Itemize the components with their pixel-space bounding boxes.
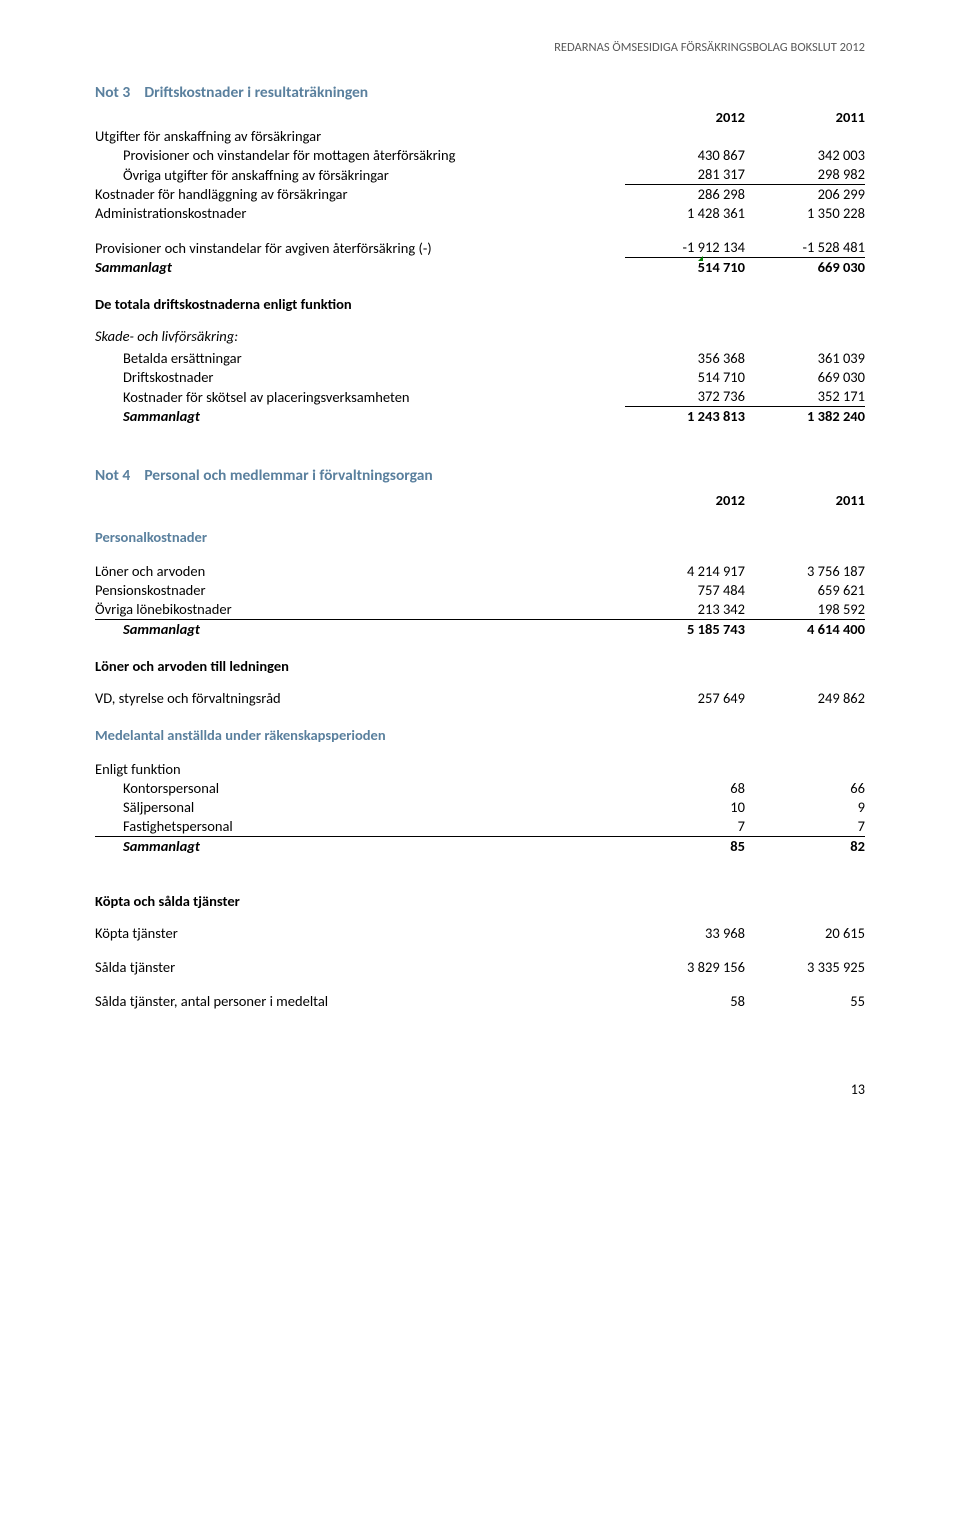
table-row-value: 10 xyxy=(625,798,745,817)
note3-table: 2012 2011 Utgifter för anskaffning av fö… xyxy=(95,108,865,277)
table-row-value: 249 862 xyxy=(745,689,865,708)
note4-year-table: 2012 2011 xyxy=(95,491,865,510)
note3-title: Driftskostnader i resultaträkningen xyxy=(144,83,368,102)
table-row-value: 4 614 400 xyxy=(745,620,865,640)
table-row-label: Säljpersonal xyxy=(95,798,625,817)
table-row-label: Driftskostnader xyxy=(95,368,625,387)
table-row-value: 342 003 xyxy=(745,146,865,165)
note4-sub-kopta: Köpta och sålda tjänster xyxy=(95,892,865,910)
table-row-value: 430 867 xyxy=(625,146,745,165)
table-row-value: 68 xyxy=(625,779,745,798)
note4-pk-table: Löner och arvoden4 214 9173 756 187 Pensi… xyxy=(95,562,865,639)
note4-ledn-table: VD, styrelse och förvaltningsråd257 6492… xyxy=(95,689,865,708)
table-row-value: 85 xyxy=(625,837,745,857)
table-row-label: Sålda tjänster, antal personer i medelta… xyxy=(95,992,625,1011)
note4-sub-medel: Medelantal anställda under räkenskapsper… xyxy=(95,726,865,744)
table-row-value: 206 299 xyxy=(745,185,865,205)
table-row-value: 257 649 xyxy=(625,689,745,708)
table-row-value: 1 428 361 xyxy=(625,204,745,223)
note4-year1: 2012 xyxy=(625,491,745,510)
note4-title: Personal och medlemmar i förvaltningsorg… xyxy=(144,466,432,485)
table-row-value: 281 317 xyxy=(625,165,745,185)
table-row-value: -1 528 481 xyxy=(745,238,865,258)
table-row-value: 356 368 xyxy=(625,349,745,368)
table-row-value: 4 214 917 xyxy=(625,562,745,581)
table-row-label: Provisioner och vinstandelar för avgiven… xyxy=(95,238,625,258)
table-row-value: 3 335 925 xyxy=(745,958,865,977)
table-row-label: Löner och arvoden xyxy=(95,562,625,581)
table-row-value: 1 243 813 xyxy=(625,407,745,427)
table-row-label: Köpta tjänster xyxy=(95,924,625,943)
table-row-value: 1 350 228 xyxy=(745,204,865,223)
note4-medel-h: Enligt funktion xyxy=(95,760,625,779)
table-row-label: Sammanlagt xyxy=(95,620,625,640)
table-row-value: 55 xyxy=(745,992,865,1011)
table-row-value: 286 298 xyxy=(625,185,745,205)
table-row-value: 213 342 xyxy=(625,600,745,620)
table-row-label: Fastighetspersonal xyxy=(95,817,625,837)
table-row-value: 33 968 xyxy=(625,924,745,943)
note4-year2: 2011 xyxy=(745,491,865,510)
note3-sub1: De totala driftskostnaderna enligt funkt… xyxy=(95,295,865,313)
table-row-label: Sålda tjänster xyxy=(95,958,625,977)
table-row-label: Provisioner och vinstandelar för mottage… xyxy=(95,146,625,165)
note3-sub2: Skade- och livförsäkring: xyxy=(95,327,865,345)
table-row-value: 7 xyxy=(745,817,865,837)
table-row-label: Sammanlagt xyxy=(95,258,625,278)
table-row-value: 659 621 xyxy=(745,581,865,600)
note4-prefix: Not 4 xyxy=(95,466,130,485)
table-row-value: 198 592 xyxy=(745,600,865,620)
table-row-value: 352 171 xyxy=(745,387,865,407)
table-row-value: 757 484 xyxy=(625,581,745,600)
table-row-label: Betalda ersättningar xyxy=(95,349,625,368)
note4-heading: Not 4 Personal och medlemmar i förvaltni… xyxy=(95,466,865,485)
table-row-label: Sammanlagt xyxy=(95,407,625,427)
table-row-label: Övriga lönebikostnader xyxy=(95,600,625,620)
table-row-label: Kontorspersonal xyxy=(95,779,625,798)
table-row-label: VD, styrelse och förvaltningsråd xyxy=(95,689,625,708)
note3-year2: 2011 xyxy=(745,108,865,127)
note4-sub-pk: Personalkostnader xyxy=(95,528,865,546)
table-row-value: 20 615 xyxy=(745,924,865,943)
table-row-label: Övriga utgifter för anskaffning av försä… xyxy=(95,165,625,185)
table-row-label: Kostnader för handläggning av försäkring… xyxy=(95,185,625,205)
table-row-label: Administrationskostnader xyxy=(95,204,625,223)
table-row-value: 361 039 xyxy=(745,349,865,368)
table-row-value: 514 710 xyxy=(625,368,745,387)
note3-year1: 2012 xyxy=(625,108,745,127)
note3-heading: Not 3 Driftskostnader i resultaträkninge… xyxy=(95,83,865,102)
marker-icon xyxy=(698,256,703,261)
table-row-label: Sammanlagt xyxy=(95,837,625,857)
page-header: REDARNAS ÖMSESIDIGA FÖRSÄKRINGSBOLAG BOK… xyxy=(95,40,865,55)
table-row-value: 1 382 240 xyxy=(745,407,865,427)
table-row-value: 669 030 xyxy=(745,258,865,278)
table-row-value xyxy=(745,127,865,146)
table-row-value: 372 736 xyxy=(625,387,745,407)
table-row-value: 3 829 156 xyxy=(625,958,745,977)
note3-prefix: Not 3 xyxy=(95,83,130,102)
table-row-value: 298 982 xyxy=(745,165,865,185)
table-row-label: Utgifter för anskaffning av försäkringar xyxy=(95,127,625,146)
table-row-label: Kostnader för skötsel av placeringsverks… xyxy=(95,387,625,407)
page-number: 13 xyxy=(95,1081,865,1098)
table-row-value: 9 xyxy=(745,798,865,817)
table-row-value: 66 xyxy=(745,779,865,798)
note4-kopta-table: Köpta tjänster33 96820 615 Sålda tjänster… xyxy=(95,924,865,1011)
table-row-value: 7 xyxy=(625,817,745,837)
table-row-value: 82 xyxy=(745,837,865,857)
note3-table2: Betalda ersättningar356 368361 039 Drifts… xyxy=(95,349,865,426)
table-row-value: 3 756 187 xyxy=(745,562,865,581)
note4-sub-ledn: Löner och arvoden till ledningen xyxy=(95,657,865,675)
table-row-value: 669 030 xyxy=(745,368,865,387)
table-row-value xyxy=(625,127,745,146)
table-row-value: 58 xyxy=(625,992,745,1011)
table-row-label: Pensionskostnader xyxy=(95,581,625,600)
table-row-value: 514 710 xyxy=(625,258,745,278)
table-row-value: -1 912 134 xyxy=(625,238,745,258)
table-row-value: 5 185 743 xyxy=(625,620,745,640)
note4-medel-table: Enligt funktion Kontorspersonal6866 Säljp… xyxy=(95,760,865,856)
